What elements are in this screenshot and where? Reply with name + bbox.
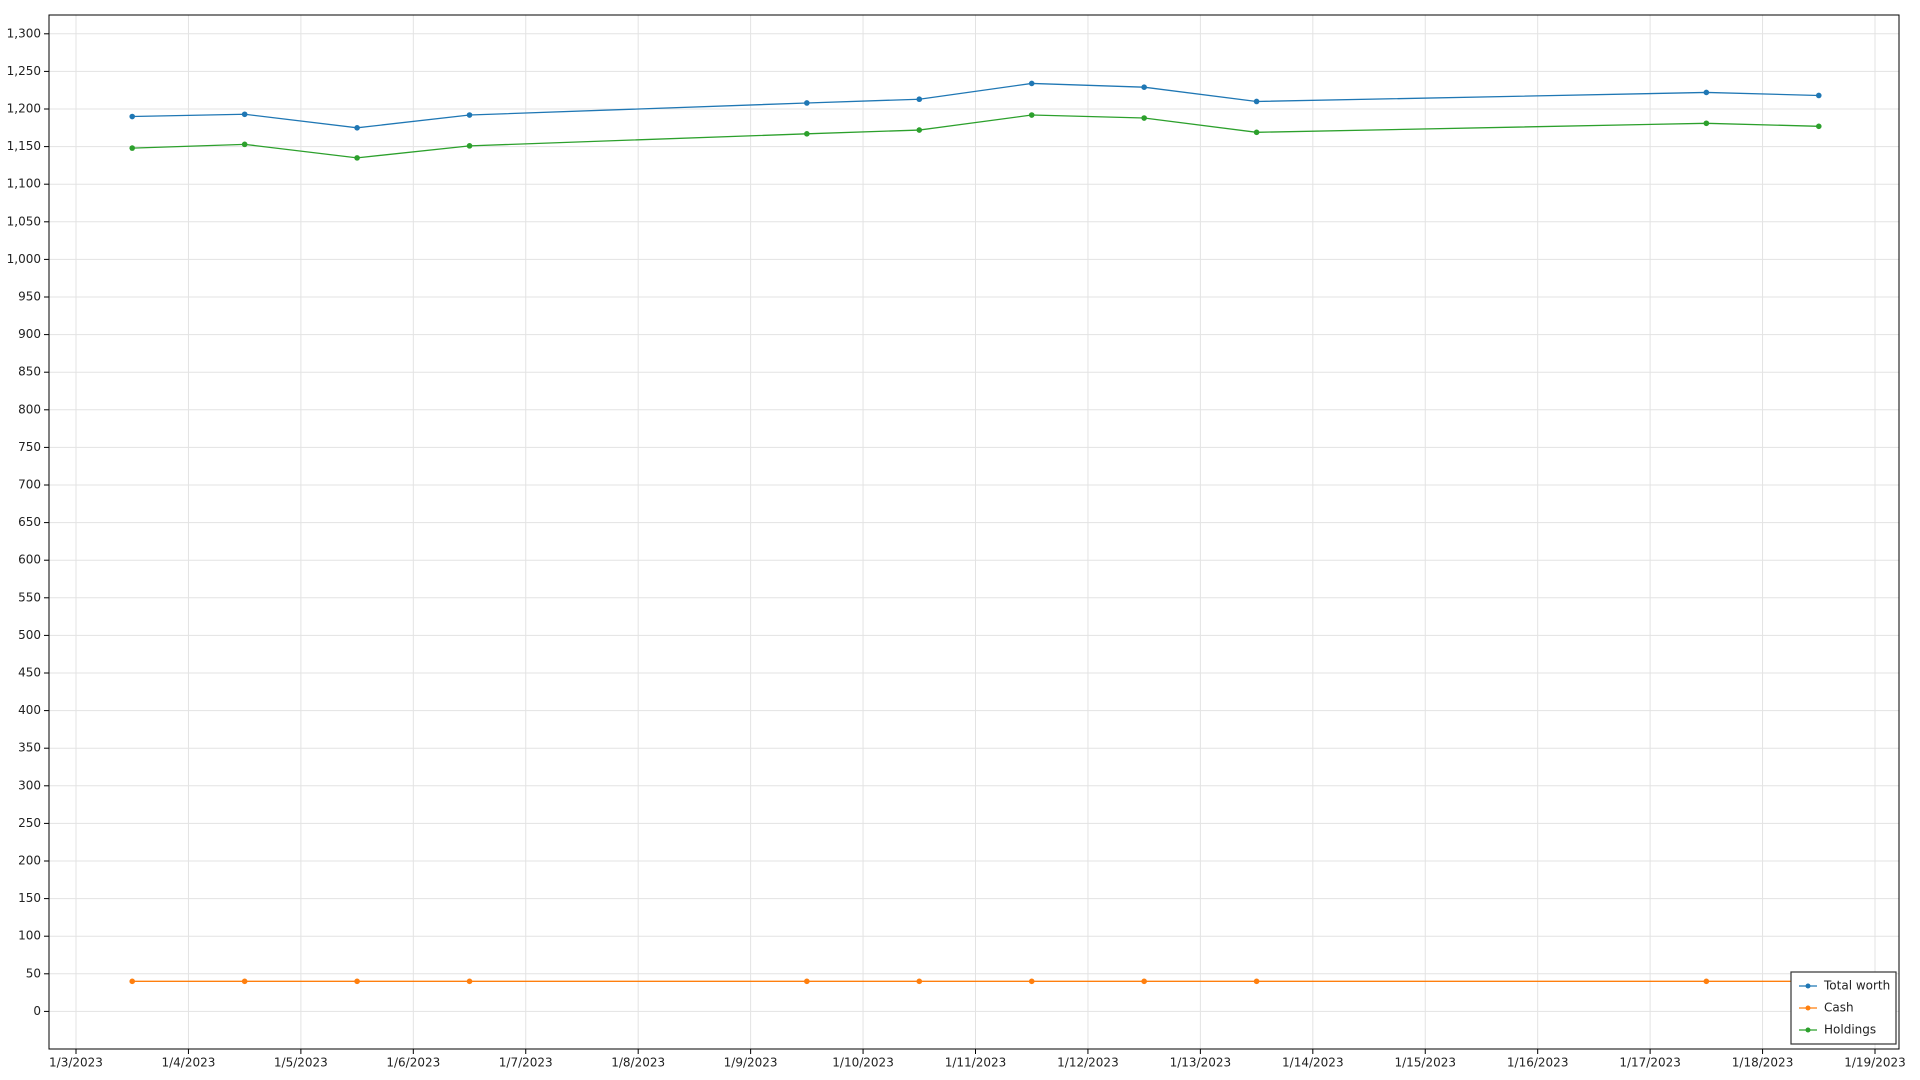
y-tick-label: 1,300 bbox=[7, 26, 41, 40]
point bbox=[916, 978, 923, 985]
y-tick-label: 0 bbox=[33, 1004, 41, 1018]
y-tick-label: 300 bbox=[18, 778, 41, 792]
point bbox=[1141, 978, 1147, 985]
x-tick-label: 1/17/2023 bbox=[1619, 1056, 1681, 1070]
y-tick-label: 1,050 bbox=[7, 214, 41, 228]
x-tick-label: 1/16/2023 bbox=[1507, 1056, 1569, 1070]
legend-marker bbox=[1805, 983, 1811, 989]
point bbox=[466, 112, 473, 118]
point bbox=[1703, 89, 1710, 96]
point bbox=[1028, 112, 1035, 118]
x-tick-label: 1/18/2023 bbox=[1732, 1056, 1794, 1070]
y-tick-label: 1,200 bbox=[7, 102, 41, 116]
x-tick-label: 1/4/2023 bbox=[161, 1056, 215, 1070]
point bbox=[241, 141, 248, 148]
y-tick-label: 1,150 bbox=[7, 139, 41, 153]
y-tick-label: 200 bbox=[18, 854, 41, 868]
legend-marker bbox=[1805, 1027, 1811, 1033]
point bbox=[1141, 115, 1147, 121]
point bbox=[1253, 98, 1260, 105]
legend-label: Total worth bbox=[1823, 979, 1890, 993]
point bbox=[354, 978, 360, 985]
y-tick-label: 600 bbox=[18, 553, 41, 567]
point bbox=[916, 96, 923, 103]
x-tick-label: 1/12/2023 bbox=[1057, 1056, 1119, 1070]
y-tick-label: 1,000 bbox=[7, 252, 41, 266]
point bbox=[1028, 978, 1035, 985]
point bbox=[129, 978, 136, 985]
x-tick-label: 1/6/2023 bbox=[386, 1056, 440, 1070]
point bbox=[241, 978, 248, 985]
x-tick-label: 1/14/2023 bbox=[1282, 1056, 1344, 1070]
point bbox=[129, 113, 136, 120]
point bbox=[466, 978, 473, 985]
x-tick-label: 1/9/2023 bbox=[724, 1056, 778, 1070]
point bbox=[354, 155, 360, 161]
point bbox=[354, 125, 360, 131]
point bbox=[1815, 92, 1822, 99]
x-tick-label: 1/11/2023 bbox=[945, 1056, 1007, 1070]
y-tick-label: 50 bbox=[26, 966, 41, 980]
y-tick-label: 250 bbox=[18, 816, 41, 830]
x-tick-label: 1/15/2023 bbox=[1394, 1056, 1456, 1070]
x-tick-label: 1/13/2023 bbox=[1170, 1056, 1232, 1070]
plot-border bbox=[48, 14, 1900, 1050]
x-tick-label: 1/10/2023 bbox=[832, 1056, 894, 1070]
legend-label: Holdings bbox=[1824, 1023, 1876, 1037]
y-tick-label: 650 bbox=[18, 515, 41, 529]
x-tick-label: 1/7/2023 bbox=[499, 1056, 553, 1070]
x-tick-label: 1/5/2023 bbox=[274, 1056, 328, 1070]
y-tick-label: 550 bbox=[18, 590, 41, 604]
y-tick-label: 350 bbox=[18, 741, 41, 755]
point bbox=[804, 100, 810, 106]
y-tick-label: 500 bbox=[18, 628, 41, 642]
legend-marker bbox=[1805, 1005, 1811, 1011]
y-tick-label: 100 bbox=[18, 929, 41, 943]
y-tick-label: 400 bbox=[18, 703, 41, 717]
y-tick-label: 450 bbox=[18, 666, 41, 680]
y-tick-label: 1,100 bbox=[7, 177, 41, 191]
point bbox=[1141, 84, 1147, 90]
y-tick-label: 850 bbox=[18, 365, 41, 379]
legend-label: Cash bbox=[1824, 1001, 1854, 1015]
point bbox=[1253, 978, 1260, 985]
point bbox=[1703, 978, 1710, 985]
y-tick-label: 150 bbox=[18, 891, 41, 905]
point bbox=[1253, 129, 1260, 136]
y-tick-label: 750 bbox=[18, 440, 41, 454]
point bbox=[1815, 123, 1822, 130]
y-tick-label: 800 bbox=[18, 402, 41, 416]
point bbox=[916, 127, 923, 133]
x-tick-label: 1/8/2023 bbox=[611, 1056, 665, 1070]
y-tick-label: 950 bbox=[18, 290, 41, 304]
point bbox=[804, 131, 810, 137]
point bbox=[241, 111, 248, 118]
point bbox=[1028, 80, 1035, 87]
y-tick-label: 1,250 bbox=[7, 64, 41, 78]
y-tick-label: 700 bbox=[18, 478, 41, 492]
x-tick-label: 1/19/2023 bbox=[1844, 1056, 1906, 1070]
point bbox=[129, 145, 136, 151]
point bbox=[466, 143, 473, 149]
y-tick-label: 900 bbox=[18, 327, 41, 341]
point bbox=[804, 978, 810, 985]
x-tick-label: 1/3/2023 bbox=[49, 1056, 103, 1070]
point bbox=[1703, 120, 1710, 127]
